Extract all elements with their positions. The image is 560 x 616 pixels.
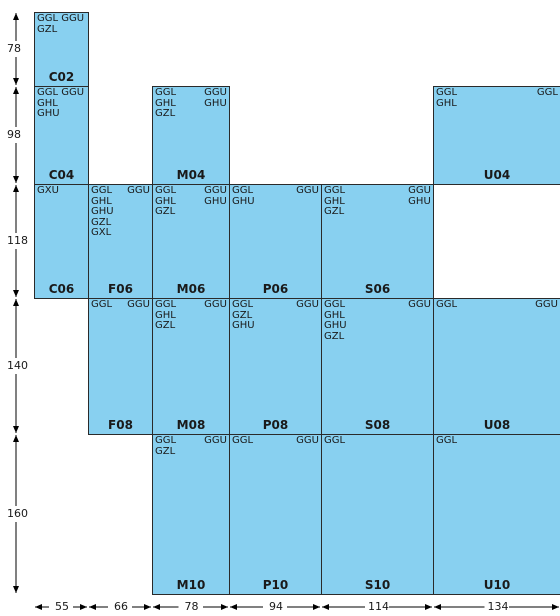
grid-cell-f08: GGL GGU F08 bbox=[88, 298, 153, 435]
cell-codes-right: GGU bbox=[535, 299, 558, 310]
cell-codes-left: GGL bbox=[324, 435, 346, 446]
cell-codes-left: GGL GZL GHU bbox=[232, 299, 255, 331]
cell-codes-right: GGU bbox=[204, 435, 227, 446]
grid-cell-s08: GGL GHL GHU GZL GGU S08 bbox=[321, 298, 434, 435]
cell-codes-left: GGL bbox=[436, 435, 458, 446]
grid-cell-c04: GGL GGU GHL GHU C04 bbox=[34, 86, 89, 185]
cell-codes-left: GGL GHL GZL bbox=[155, 299, 177, 331]
cell-codes-right: GGU GHU bbox=[204, 185, 227, 207]
cell-name: M04 bbox=[176, 168, 206, 182]
cell-name: C04 bbox=[48, 168, 75, 182]
cell-codes-right: GGU bbox=[296, 299, 319, 310]
grid-cell-u10: GGL U10 bbox=[433, 434, 560, 595]
row-height-label: 140 bbox=[6, 359, 29, 372]
grid-cell-f06: GGL GHL GHU GZL GXL GGU F06 bbox=[88, 184, 153, 299]
grid-cell-m10: GGL GZL GGU M10 bbox=[152, 434, 230, 595]
cell-name: U10 bbox=[483, 578, 511, 592]
grid-cell-u04: GGL GHL GGL U04 bbox=[433, 86, 560, 185]
grid-cell-m06: GGL GHL GZL GGU GHU M06 bbox=[152, 184, 230, 299]
cell-codes-right: GGU bbox=[296, 435, 319, 446]
column-width-label: 134 bbox=[486, 600, 509, 613]
row-height-label: 118 bbox=[6, 234, 29, 247]
cell-codes-right: GGL bbox=[536, 87, 558, 98]
cell-codes-left: GGL GHL GZL bbox=[155, 185, 177, 217]
grid-cell-p08: GGL GZL GHU GGU P08 bbox=[229, 298, 322, 435]
cell-codes-right: GGU bbox=[204, 299, 227, 310]
grid-cell-m08: GGL GHL GZL GGU M08 bbox=[152, 298, 230, 435]
row-height-label: 78 bbox=[6, 42, 22, 55]
cell-codes-left: GGL GGU GHL GHU bbox=[37, 87, 85, 119]
row-height-label: 98 bbox=[6, 128, 22, 141]
cell-name: P06 bbox=[262, 282, 289, 296]
grid-cell-c06: GXU C06 bbox=[34, 184, 89, 299]
cell-codes-left: GXU bbox=[37, 185, 59, 196]
cell-name: P10 bbox=[262, 578, 289, 592]
grid-cell-m04: GGL GHL GZL GGU GHU M04 bbox=[152, 86, 230, 185]
cell-codes-left: GGL GHL GZL bbox=[155, 87, 177, 119]
cell-codes-left: GGL GHL GHU GZL GXL bbox=[91, 185, 114, 238]
cell-name: P08 bbox=[262, 418, 289, 432]
cell-codes-right: GGU bbox=[296, 185, 319, 196]
grid-cell-p06: GGL GHU GGU P06 bbox=[229, 184, 322, 299]
cell-codes-right: GGU GHU bbox=[204, 87, 227, 109]
cell-name: U04 bbox=[483, 168, 511, 182]
cell-codes-right: GGU GHU bbox=[408, 185, 431, 207]
cell-name: C06 bbox=[48, 282, 75, 296]
cell-name: F08 bbox=[108, 418, 133, 432]
cell-codes-left: GGL bbox=[91, 299, 113, 310]
cell-codes-right: GGU bbox=[127, 185, 150, 196]
cell-name: U08 bbox=[483, 418, 511, 432]
cell-codes-left: GGL GHL bbox=[436, 87, 458, 109]
grid-cell-s06: GGL GHL GZL GGU GHU S06 bbox=[321, 184, 434, 299]
cell-codes-left: GGL bbox=[436, 299, 458, 310]
column-width-label: 78 bbox=[180, 601, 203, 613]
cell-codes-left: GGL GHL GHU GZL bbox=[324, 299, 347, 342]
cell-name: S06 bbox=[364, 282, 391, 296]
column-width-label: 66 bbox=[110, 601, 132, 613]
cell-name: M06 bbox=[176, 282, 206, 296]
grid-cell-u08: GGL GGU U08 bbox=[433, 298, 560, 435]
grid-cell-c02: GGL GGU GZL C02 bbox=[34, 12, 89, 87]
column-width-label: 114 bbox=[367, 600, 389, 613]
cell-codes-left: GGL GGU GZL bbox=[37, 13, 85, 35]
cell-codes-left: GGL GZL bbox=[155, 435, 177, 457]
cell-codes-left: GGL GHU bbox=[232, 185, 255, 207]
cell-name: M08 bbox=[176, 418, 206, 432]
row-height-label: 160 bbox=[6, 507, 29, 520]
cell-codes-right: GGU bbox=[408, 299, 431, 310]
grid-cell-s10: GGL S10 bbox=[321, 434, 434, 595]
column-width-label: 55 bbox=[51, 601, 73, 613]
column-width-label: 94 bbox=[265, 601, 287, 613]
cell-name: S10 bbox=[364, 578, 391, 592]
cell-codes-right: GGU bbox=[127, 299, 150, 310]
grid-cell-p10: GGL GGU P10 bbox=[229, 434, 322, 595]
cell-codes-left: GGL bbox=[232, 435, 254, 446]
cell-name: F06 bbox=[108, 282, 133, 296]
cell-codes-left: GGL GHL GZL bbox=[324, 185, 346, 217]
cell-name: S08 bbox=[364, 418, 391, 432]
cell-name: C02 bbox=[48, 70, 75, 84]
cell-name: M10 bbox=[176, 578, 206, 592]
